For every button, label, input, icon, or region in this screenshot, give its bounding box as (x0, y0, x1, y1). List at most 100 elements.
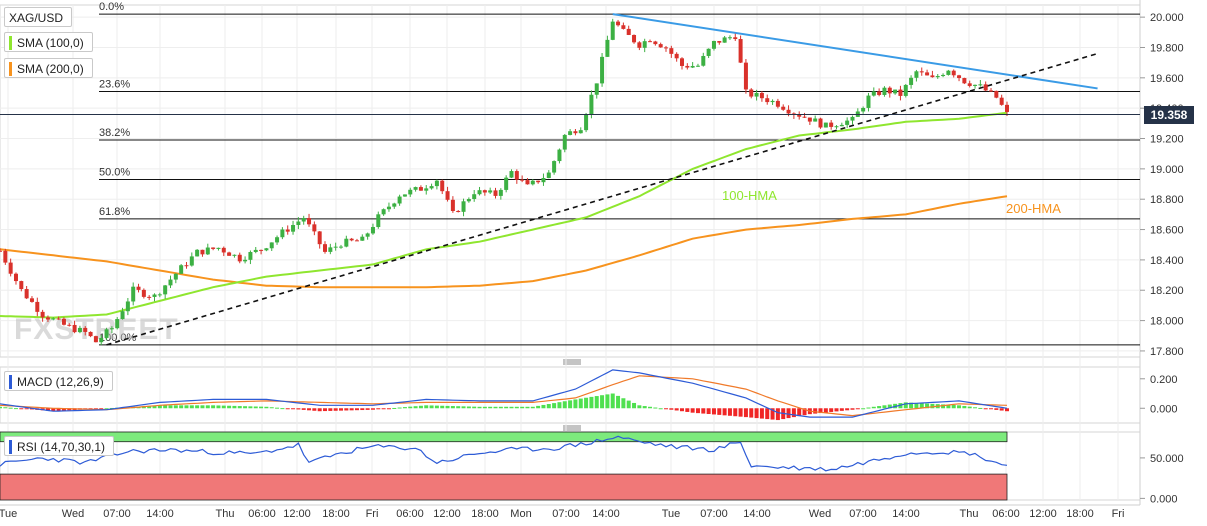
macd-histogram-bar-negative (999, 408, 1004, 411)
time-axis-tick-label: Mon (510, 508, 531, 520)
rsi-oversold-band (0, 473, 1008, 501)
macd-histogram-bar-positive (509, 406, 514, 409)
macd-histogram-bar-positive (525, 406, 530, 409)
candle-down (184, 265, 189, 267)
macd-histogram-bar-positive (152, 405, 157, 409)
candle-down (967, 83, 972, 86)
macd-histogram-bar-negative (333, 408, 338, 411)
candle-up (381, 209, 386, 215)
candle-down (312, 224, 317, 232)
candle-up (333, 246, 338, 248)
candle-down (456, 210, 461, 212)
macd-histogram-bar-positive (600, 395, 605, 409)
candle-down (951, 70, 956, 76)
macd-histogram-bar-positive (0, 406, 2, 409)
macd-legend[interactable]: MACD (12,26,9) (4, 371, 113, 391)
candle-down (450, 199, 455, 211)
price-axis-tick-label: 18.200 (1150, 285, 1184, 297)
time-axis-tick-label: Fri (366, 508, 379, 520)
macd-histogram-bar-positive (461, 406, 466, 409)
macd-histogram-bar-negative (338, 408, 343, 411)
rsi-legend[interactable]: RSI (14,70,30,1) (4, 436, 115, 456)
macd-histogram-bar-negative (93, 408, 98, 410)
candle-up (104, 329, 109, 338)
candle-down (765, 98, 770, 103)
candle-down (781, 106, 786, 110)
macd-histogram-bar-positive (578, 398, 583, 409)
candle-up (328, 247, 333, 252)
price-axis-tick-label: 17.800 (1150, 346, 1184, 358)
macd-histogram-bar-negative (749, 408, 754, 418)
time-axis-tick-label: 18:00 (471, 508, 499, 520)
symbol-label: XAG/USD (9, 11, 64, 25)
candle-down (802, 116, 807, 118)
sma200-legend[interactable]: SMA (200,0) (4, 58, 93, 78)
macd-histogram-bar-negative (370, 408, 375, 410)
macd-histogram-bar-positive (967, 406, 972, 409)
time-axis-tick-label: 14:00 (592, 508, 620, 520)
candle-up (301, 218, 306, 222)
candle-up (163, 285, 168, 295)
macd-histogram-bar-positive (280, 408, 285, 410)
candle-up (115, 319, 120, 329)
macd-histogram-bar-positive (189, 405, 194, 409)
candle-up (935, 76, 940, 78)
macd-histogram-bar-positive (568, 400, 573, 409)
macd-histogram-bar-negative (328, 408, 333, 411)
macd-histogram-bar-negative (743, 408, 748, 418)
time-axis-tick-label: Wed (62, 508, 84, 520)
candle-down (482, 190, 487, 193)
symbol-legend[interactable]: XAG/USD (4, 7, 73, 27)
macd-histogram-bar-negative (983, 408, 988, 410)
macd-histogram-bar-positive (434, 405, 439, 409)
macd-histogram-bar-negative (674, 408, 679, 411)
candle-up (690, 65, 695, 68)
candle-up (973, 84, 978, 86)
macd-histogram-bar-positive (482, 406, 487, 409)
macd-histogram-bar-negative (717, 408, 722, 415)
candle-up (168, 279, 173, 286)
candle-up (205, 247, 210, 255)
sma100-label: SMA (100,0) (17, 36, 84, 50)
sma100-legend[interactable]: SMA (100,0) (4, 32, 93, 52)
macd-histogram-bar-positive (648, 406, 653, 409)
macd-histogram-bar-positive (866, 407, 871, 409)
macd-histogram-bar-negative (818, 408, 823, 414)
candle-up (552, 161, 557, 173)
macd-histogram-bar-positive (914, 402, 919, 409)
macd-histogram-bar-positive (472, 406, 477, 409)
time-axis-tick-label: 06:00 (396, 508, 424, 520)
sma200-label: SMA (200,0) (17, 62, 84, 76)
macd-pane-frame (0, 366, 1141, 424)
rsi-axis-tick-label: 50.000 (1150, 453, 1184, 465)
macd-histogram-bar-positive (557, 402, 562, 409)
macd-histogram-bar-negative (786, 408, 791, 419)
candle-down (3, 250, 8, 263)
price-axis-tick-label: 19.600 (1150, 73, 1184, 85)
sma100-line (0, 111, 1008, 319)
candle-down (637, 42, 642, 48)
macd-histogram-bar-positive (221, 405, 226, 409)
macd-histogram-bar-positive (168, 405, 173, 409)
candle-up (914, 71, 919, 78)
candle-up (562, 134, 567, 150)
macd-histogram-bar-negative (376, 408, 381, 410)
candle-up (882, 87, 887, 95)
macd-histogram-bar-positive (946, 404, 951, 409)
macd-histogram-bar-positive (195, 405, 200, 409)
candle-up (706, 48, 711, 56)
candle-up (909, 77, 914, 85)
candle-up (275, 237, 280, 243)
candle-down (136, 286, 141, 290)
candle-up (173, 273, 178, 280)
candle-up (754, 92, 759, 97)
macd-histogram-bar-positive (408, 406, 413, 409)
macd-histogram-bar-positive (424, 405, 429, 409)
macd-histogram-bar-positive (536, 405, 541, 409)
candle-up (504, 177, 509, 190)
candle-down (520, 179, 525, 181)
macd-histogram-bar-negative (381, 408, 386, 410)
macd-histogram-bar-negative (354, 408, 359, 411)
time-axis-tick-label: Tue (0, 508, 17, 520)
macd-histogram-bar-negative (695, 408, 700, 414)
